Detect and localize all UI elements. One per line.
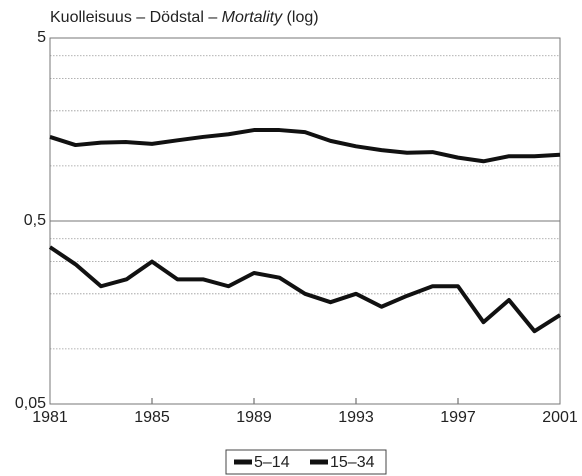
title-part: (log) (282, 9, 318, 26)
legend-box (225, 449, 387, 475)
title-part: Kuolleisuus – Dödstal – (50, 9, 222, 26)
title-part: Mortality (222, 9, 283, 26)
y-tick-label: 5 (37, 29, 46, 46)
legend-label: 15–34 (330, 454, 375, 471)
x-tick-label: 1985 (134, 409, 170, 426)
plot-frame (49, 37, 561, 405)
y-tick-label: 0,05 (15, 395, 46, 412)
series-line (48, 245, 562, 334)
x-tick-label: 2001 (542, 409, 578, 426)
y-tick-label: 0,5 (24, 212, 46, 229)
x-tick-label: 1993 (338, 409, 374, 426)
series-line (49, 128, 561, 164)
chart-title: Kuolleisuus – Dödstal – Mortality (log) (50, 9, 319, 26)
x-tick-label: 1989 (236, 409, 272, 426)
legend-label: 5–14 (254, 454, 290, 471)
x-tick-label: 1997 (440, 409, 476, 426)
x-tick-label: 1981 (32, 409, 68, 426)
